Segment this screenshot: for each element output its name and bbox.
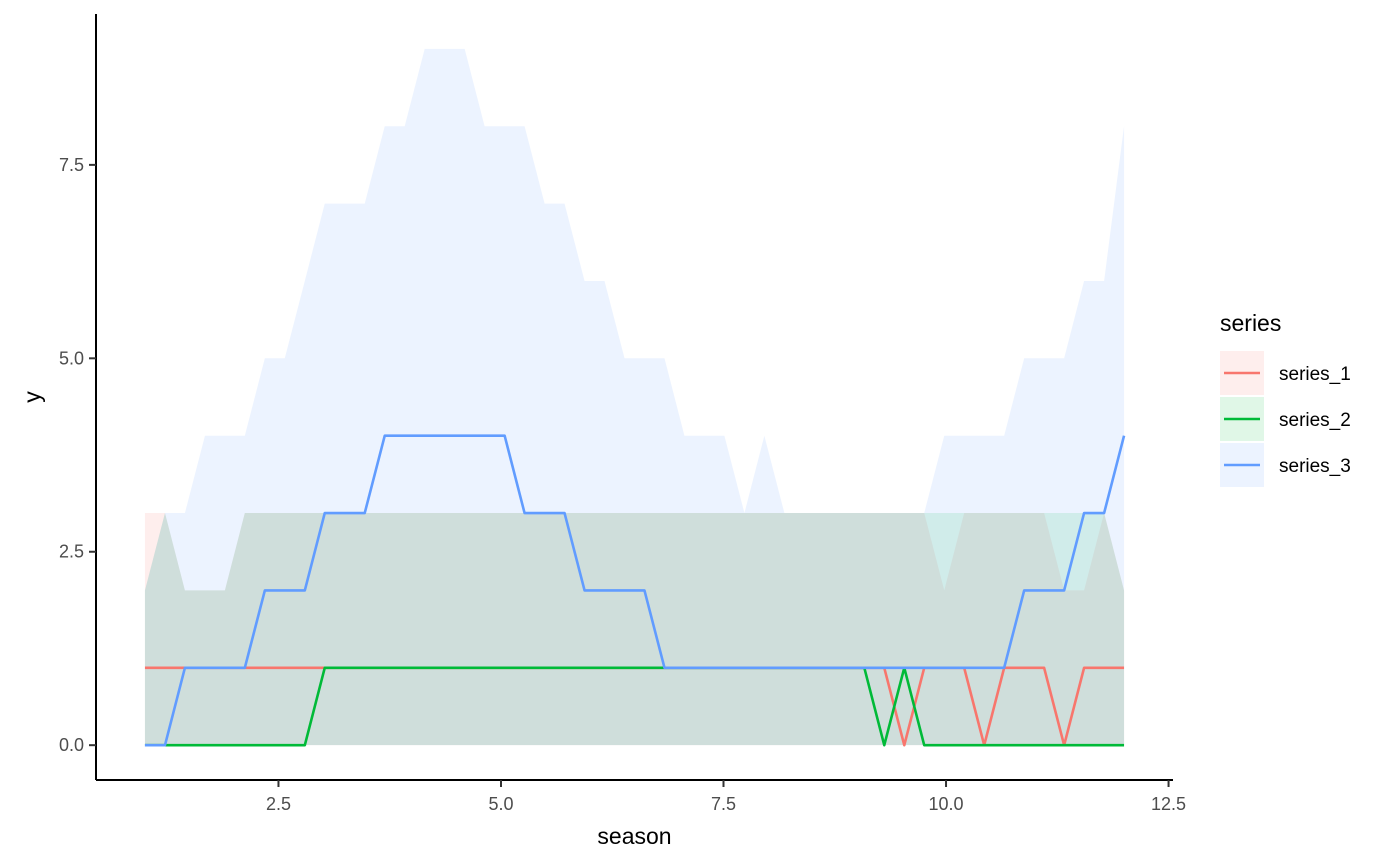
legend-title: series xyxy=(1220,310,1281,336)
ribbon-series_1 xyxy=(144,513,1125,746)
x-tick-label: 5.0 xyxy=(488,794,513,814)
legend-label: series_3 xyxy=(1279,456,1351,477)
y-ticks: 0.0 2.5 5.0 7.5 xyxy=(59,155,96,755)
x-tick-label: 2.5 xyxy=(266,794,291,814)
legend-item-series_2: series_2 xyxy=(1220,397,1351,441)
legend-items: series_1 series_2 series_3 xyxy=(1220,351,1351,487)
x-ticks: 2.5 5.0 7.5 10.0 12.5 xyxy=(266,780,1186,814)
line-series_3 xyxy=(144,434,1126,747)
axes: 2.5 5.0 7.5 10.0 12.5 0.0 2.5 5.0 7.5 season y xyxy=(19,14,1186,849)
legend-item-series_3: series_3 xyxy=(1220,443,1351,487)
line-layer xyxy=(144,434,1126,747)
legend-label: series_2 xyxy=(1279,410,1351,431)
line-series_2 xyxy=(144,666,1125,747)
legend: series series_1 series_2 series_3 xyxy=(1220,310,1351,487)
y-tick-label: 2.5 xyxy=(59,542,84,562)
legend-item-series_1: series_1 xyxy=(1220,351,1351,395)
ribbon-series_3 xyxy=(144,48,1125,746)
x-tick-label: 12.5 xyxy=(1151,794,1186,814)
x-tick-label: 7.5 xyxy=(711,794,736,814)
x-tick-label: 10.0 xyxy=(929,794,964,814)
y-tick-label: 7.5 xyxy=(59,155,84,175)
y-axis-title: y xyxy=(19,391,45,403)
x-axis-title: season xyxy=(597,823,671,849)
y-tick-label: 5.0 xyxy=(59,348,84,368)
y-tick-label: 0.0 xyxy=(59,735,84,755)
legend-label: series_1 xyxy=(1279,364,1351,385)
ribbon-series_2 xyxy=(144,513,1125,746)
ribbon-layer xyxy=(144,48,1125,746)
